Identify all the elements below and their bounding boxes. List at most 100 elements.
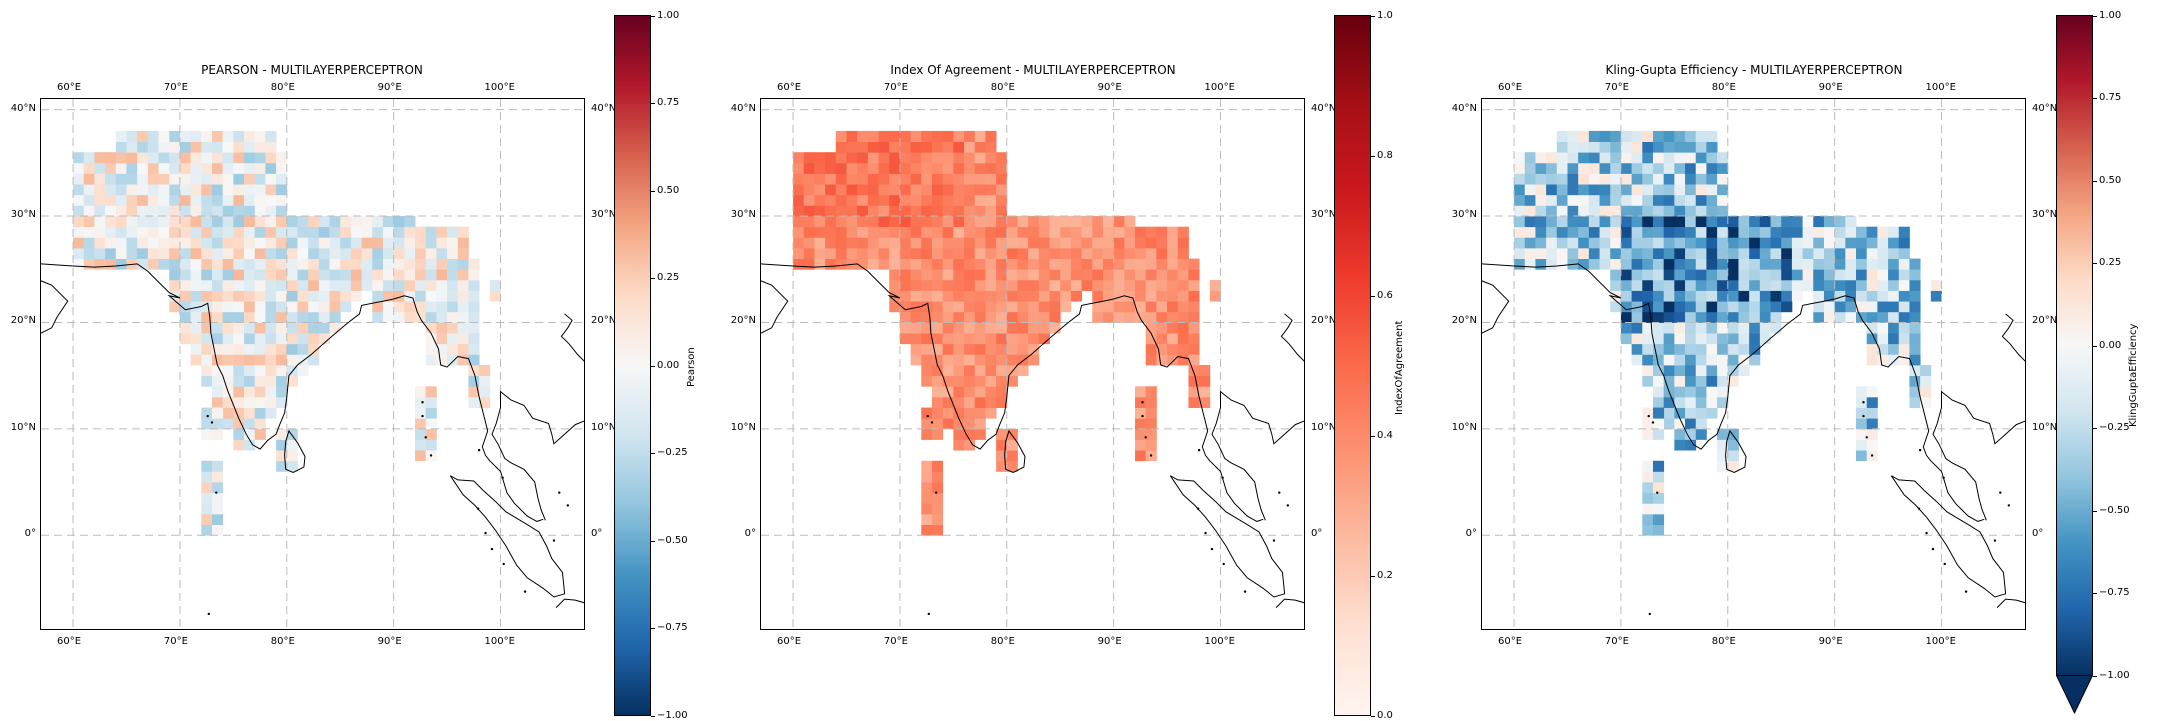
lat-tick-label: 30°N	[1451, 209, 1477, 221]
grid-cell	[1578, 152, 1590, 164]
grid-cell	[1695, 375, 1707, 387]
grid-cell	[1177, 322, 1189, 334]
grid-cell	[350, 216, 362, 228]
grid-cell	[147, 226, 159, 238]
grid-cell	[105, 205, 117, 217]
grid-cell	[457, 269, 469, 281]
grid-cell	[233, 396, 245, 408]
grid-cell	[297, 237, 309, 249]
grid-cell	[1017, 311, 1029, 323]
grid-cell	[921, 290, 933, 302]
grid-cell	[372, 237, 384, 249]
grid-cell	[1674, 194, 1686, 206]
grid-cell	[1695, 226, 1707, 238]
colorbar-gradient	[614, 15, 651, 716]
lon-tick-label: 80°E	[270, 636, 295, 647]
grid-cell	[1514, 162, 1526, 174]
grid-cell	[308, 322, 320, 334]
grid-cell	[222, 269, 234, 281]
grid-cell	[1038, 216, 1050, 228]
grid-cell	[1167, 279, 1179, 291]
grid-cell	[1856, 407, 1868, 419]
grid-cell	[222, 258, 234, 270]
grid-cell	[1717, 216, 1729, 228]
grid-cell	[1845, 301, 1857, 313]
grid-cell	[211, 524, 224, 536]
grid-cell	[382, 216, 395, 228]
grid-cell	[996, 216, 1008, 228]
island	[935, 491, 938, 494]
grid-cell	[1652, 333, 1665, 345]
grid-cell	[1028, 290, 1040, 302]
grid-cell	[1620, 141, 1633, 153]
grid-cell	[158, 152, 170, 164]
grid-cell	[489, 290, 501, 302]
grid-cell	[1177, 247, 1189, 259]
island	[1221, 476, 1224, 479]
grid-cell	[1652, 247, 1665, 259]
grid-cell	[1156, 279, 1168, 291]
grid-cell	[1866, 226, 1878, 238]
grid-cell	[126, 247, 138, 259]
grid-cell	[1898, 247, 1910, 259]
grid-cell	[1177, 343, 1189, 355]
grid-cell	[996, 194, 1008, 206]
grid-cell	[1695, 258, 1707, 270]
grid-cell	[1909, 343, 1921, 355]
grid-cell	[910, 184, 922, 196]
lat-tick-label: 0°	[24, 528, 36, 540]
grid-cell	[1156, 311, 1168, 323]
grid-cell	[1006, 269, 1018, 281]
grid-cell	[931, 396, 944, 408]
grid-cell	[1727, 375, 1739, 387]
grid-cell	[1663, 407, 1675, 419]
island	[2007, 504, 2011, 507]
grid-cell	[457, 311, 469, 323]
grid-cell	[931, 216, 944, 228]
grid-cell	[169, 258, 181, 270]
grid-cell	[1695, 333, 1707, 345]
grid-cell	[974, 386, 986, 398]
grid-cell	[244, 290, 256, 302]
grid-cell	[1599, 237, 1611, 249]
grid-cell	[1930, 279, 1942, 291]
grid-cell	[1717, 375, 1729, 387]
grid-cell	[436, 279, 448, 291]
grid-cell	[1135, 386, 1147, 398]
grid-cell	[222, 279, 234, 291]
lat-tick-label: 10°N	[10, 421, 36, 433]
grid-cell	[1877, 226, 1889, 238]
grid-cell	[1877, 354, 1889, 366]
grid-cell	[1546, 184, 1558, 196]
grid-cell	[372, 216, 384, 228]
grid-cell	[1738, 343, 1750, 355]
grid-cell	[1685, 439, 1697, 451]
grid-cell	[1845, 216, 1857, 228]
grid-cell	[169, 205, 181, 217]
grid-cell	[308, 258, 320, 270]
grid-cell	[1717, 162, 1729, 174]
grid-cell	[1049, 322, 1061, 334]
grid-cell	[899, 311, 912, 323]
grid-cell	[899, 226, 912, 238]
grid-cell	[233, 237, 245, 249]
grid-cell	[1092, 258, 1104, 270]
colorbar-tick	[651, 365, 655, 367]
grid-cell	[1556, 258, 1568, 270]
grid-cell	[835, 205, 847, 217]
grid-cell	[1717, 354, 1729, 366]
grid-cell	[878, 173, 890, 185]
grid-cell	[1813, 216, 1825, 228]
grid-cell	[308, 343, 320, 355]
grid-cell	[910, 354, 922, 366]
grid-cell	[921, 513, 933, 525]
grid-cell	[899, 247, 912, 259]
grid-cell	[1695, 152, 1707, 164]
grid-cell	[953, 269, 965, 281]
colorbar-label: Pearson	[686, 346, 697, 387]
grid-cell	[1631, 322, 1643, 334]
island	[429, 454, 433, 457]
grid-cell	[1546, 247, 1558, 259]
grid-cell	[931, 418, 944, 430]
grid-cell	[1610, 162, 1622, 174]
